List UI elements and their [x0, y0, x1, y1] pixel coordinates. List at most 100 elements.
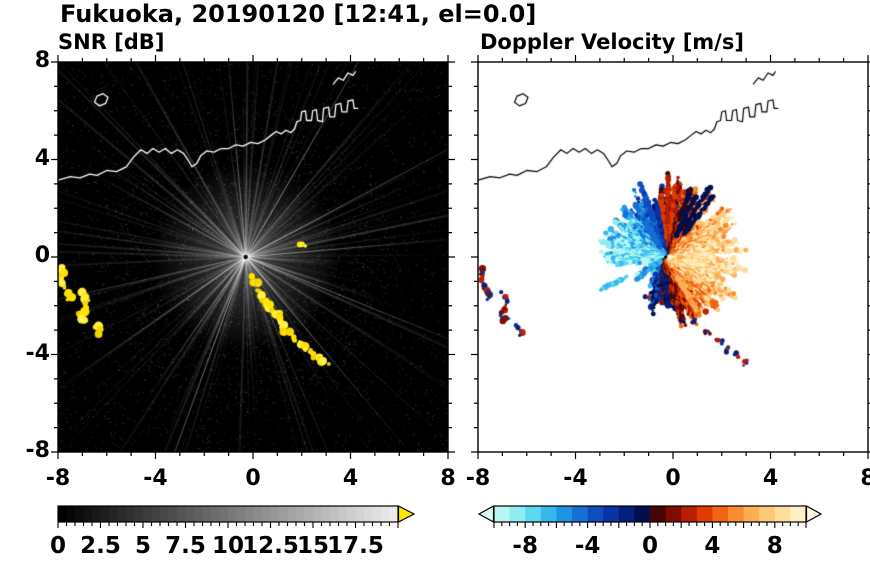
snr-x-tick-label: 8 — [440, 466, 456, 491]
snr-colorbar-cell — [313, 506, 322, 522]
snr-x-tick-label: 0 — [245, 466, 261, 491]
doppler-colorbar-cell — [525, 506, 542, 522]
y-tick-label: -8 — [25, 438, 50, 463]
y-tick-label: 0 — [34, 243, 50, 268]
doppler-panel-title: Doppler Velocity [m/s] — [480, 30, 744, 54]
snr-colorbar-cell — [372, 506, 382, 522]
snr-colorbar-tick-label: 7.5 — [165, 533, 206, 559]
snr-colorbar-tick-label: 2.5 — [80, 533, 121, 559]
snr-panel-title: SNR [dB] — [58, 30, 165, 54]
snr-colorbar-cell — [279, 506, 288, 522]
snr-x-tick-label: 4 — [342, 466, 359, 491]
snr-colorbar-cell — [321, 506, 331, 522]
doppler-colorbar-tick-label: -4 — [574, 533, 601, 559]
doppler-colorbar-over-arrow — [805, 504, 823, 524]
snr-colorbar-cell — [160, 506, 169, 522]
doppler-x-tick-label: 8 — [860, 466, 870, 491]
snr-colorbar-cell — [185, 506, 195, 522]
snr-colorbar-cell — [117, 506, 127, 522]
snr-colorbar-tick-label: 12.5 — [242, 533, 299, 559]
doppler-colorbar-under-arrow — [477, 504, 495, 524]
snr-colorbar-cell — [253, 506, 263, 522]
snr-colorbar-cell — [143, 506, 152, 522]
doppler-colorbar-ticks — [493, 522, 807, 528]
y-tick-label: -4 — [25, 340, 50, 366]
snr-colorbar-cell — [236, 506, 246, 522]
y-tick-label: 8 — [34, 48, 50, 73]
snr-colorbar-cell — [355, 506, 365, 522]
doppler-colorbar-cell — [556, 506, 573, 522]
snr-colorbar-cell — [151, 506, 161, 522]
snr-colorbar-cell — [202, 506, 212, 522]
doppler-colorbar-cell — [790, 506, 807, 522]
doppler-colorbar-cell — [665, 506, 682, 522]
snr-colorbar-tick-label: 15 — [296, 533, 329, 559]
snr-colorbar-tick-label: 5 — [134, 533, 151, 559]
doppler-x-tick-label: -4 — [563, 466, 588, 491]
snr-colorbar-cell — [347, 506, 356, 522]
snr-x-tick-label: -4 — [143, 466, 168, 491]
doppler-x-tick-label: -8 — [465, 466, 491, 491]
snr-colorbar-cell — [262, 506, 271, 522]
snr-colorbar-ticks — [57, 522, 399, 528]
snr-colorbar-cell — [92, 506, 101, 522]
snr-colorbar-cell — [304, 506, 314, 522]
doppler-colorbar-cell — [681, 506, 698, 522]
doppler-colorbar-frame — [493, 505, 807, 523]
snr-ppi-plot — [58, 62, 448, 452]
snr-colorbar-cell — [58, 506, 67, 522]
snr-colorbar-cell — [100, 506, 110, 522]
doppler-ppi-plot — [478, 62, 868, 452]
snr-colorbar-cell — [211, 506, 220, 522]
doppler-colorbar-tick-label: 8 — [766, 533, 783, 559]
snr-colorbar-cell — [270, 506, 280, 522]
snr-colorbar-tick-label: 17.5 — [327, 533, 384, 559]
snr-colorbar-cell — [194, 506, 203, 522]
snr-colorbar-cell — [287, 506, 297, 522]
doppler-colorbar-cell — [712, 506, 729, 522]
doppler-colorbar-cell — [494, 506, 511, 522]
snr-colorbar-cell — [245, 506, 254, 522]
snr-colorbar-cell — [177, 506, 186, 522]
figure-title: Fukuoka, 20190120 [12:41, el=0.0] — [60, 0, 537, 28]
snr-colorbar-cell — [381, 506, 390, 522]
doppler-colorbar-cell — [774, 506, 791, 522]
doppler-colorbar-cell — [540, 506, 557, 522]
snr-colorbar-tick-label: 10 — [211, 533, 244, 559]
doppler-colorbar-cell — [634, 506, 651, 522]
snr-colorbar-overflow-arrow — [397, 505, 416, 523]
doppler-colorbar-cell — [759, 506, 776, 522]
doppler-colorbar-tick-label: -8 — [512, 533, 538, 559]
doppler-colorbar-cell — [572, 506, 589, 522]
snr-colorbar-cell — [228, 506, 237, 522]
snr-colorbar-cell — [364, 506, 373, 522]
snr-colorbar-cell — [83, 506, 93, 522]
snr-colorbar-cell — [109, 506, 118, 522]
snr-colorbar-cell — [168, 506, 178, 522]
doppler-colorbar-cell — [743, 506, 760, 522]
snr-colorbar-tick-label: 0 — [49, 533, 66, 559]
doppler-colorbar-cell — [509, 506, 526, 522]
doppler-colorbar-cell — [728, 506, 745, 522]
snr-colorbar-cell — [126, 506, 135, 522]
snr-colorbar-cell — [296, 506, 305, 522]
snr-colorbar-cell — [389, 506, 399, 522]
snr-colorbar-cell — [219, 506, 229, 522]
snr-x-tick-label: -8 — [45, 466, 71, 491]
doppler-colorbar-cell — [618, 506, 635, 522]
snr-colorbar-cell — [75, 506, 84, 522]
doppler-x-tick-label: 0 — [665, 466, 681, 491]
doppler-x-tick-label: 4 — [762, 466, 779, 491]
snr-colorbar-cell — [134, 506, 144, 522]
doppler-colorbar-tick-label: 0 — [641, 533, 658, 559]
snr-colorbar-cell — [338, 506, 348, 522]
snr-colorbar-cell — [66, 506, 76, 522]
snr-colorbar-frame — [57, 505, 399, 523]
snr-colorbar-cell — [330, 506, 339, 522]
y-tick-label: 4 — [34, 145, 50, 171]
doppler-colorbar-cell — [603, 506, 620, 522]
doppler-colorbar-tick-label: 4 — [704, 533, 721, 559]
doppler-colorbar-cell — [696, 506, 713, 522]
doppler-colorbar-cell — [587, 506, 604, 522]
